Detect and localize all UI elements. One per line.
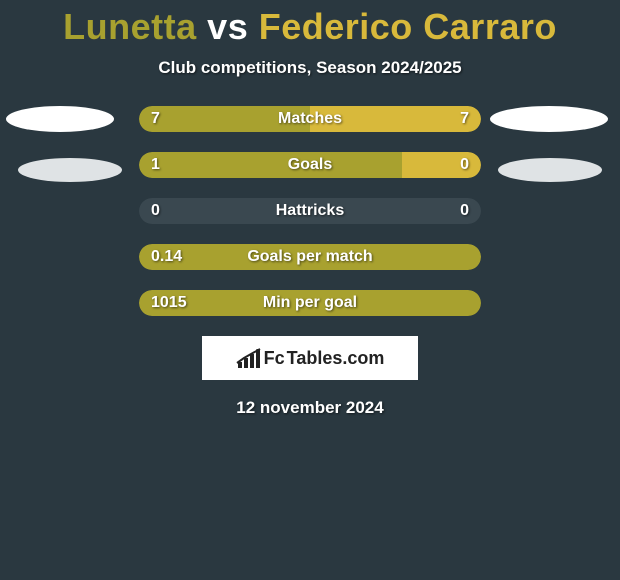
stat-value-left: 1 <box>151 152 160 178</box>
stat-row: Goals per match0.14 <box>139 244 481 270</box>
stat-value-right: 0 <box>460 152 469 178</box>
comparison-title: Lunetta vs Federico Carraro <box>0 0 620 48</box>
stat-label: Matches <box>139 106 481 132</box>
comparison-subtitle: Club competitions, Season 2024/2025 <box>0 58 620 78</box>
stat-value-left: 7 <box>151 106 160 132</box>
decoration-ellipse <box>490 106 608 132</box>
stat-label: Hattricks <box>139 198 481 224</box>
vs-word: vs <box>207 6 248 47</box>
stat-row: Goals1 0 <box>139 152 481 178</box>
stat-value-right: 0 <box>460 198 469 224</box>
stat-label: Min per goal <box>139 290 481 316</box>
stat-label: Goals per match <box>139 244 481 270</box>
stat-value-left: 0.14 <box>151 244 182 270</box>
player-right-name: Federico Carraro <box>259 6 557 47</box>
stat-row: Min per goal1015 <box>139 290 481 316</box>
chart-container: Matches77Goals10Hattricks00Goals per mat… <box>0 106 620 316</box>
date-stamp: 12 november 2024 <box>0 398 620 418</box>
stat-label: Goals <box>139 152 481 178</box>
logo-panel: FcTables.com <box>202 336 418 380</box>
stat-row: Matches7 7 <box>139 106 481 132</box>
stat-value-left: 1015 <box>151 290 187 316</box>
decoration-ellipse <box>498 158 602 182</box>
decoration-ellipse <box>18 158 122 182</box>
stat-value-right: 7 <box>460 106 469 132</box>
bar-chart-icon <box>236 348 262 368</box>
logo-text-tables: Tables.com <box>287 348 385 369</box>
stat-bars: Matches77Goals10Hattricks00Goals per mat… <box>139 106 481 316</box>
stat-row: Hattricks0 0 <box>139 198 481 224</box>
logo-text-fc: Fc <box>264 348 285 369</box>
player-left-name: Lunetta <box>63 6 197 47</box>
decoration-ellipse <box>6 106 114 132</box>
stat-value-left: 0 <box>151 198 160 224</box>
